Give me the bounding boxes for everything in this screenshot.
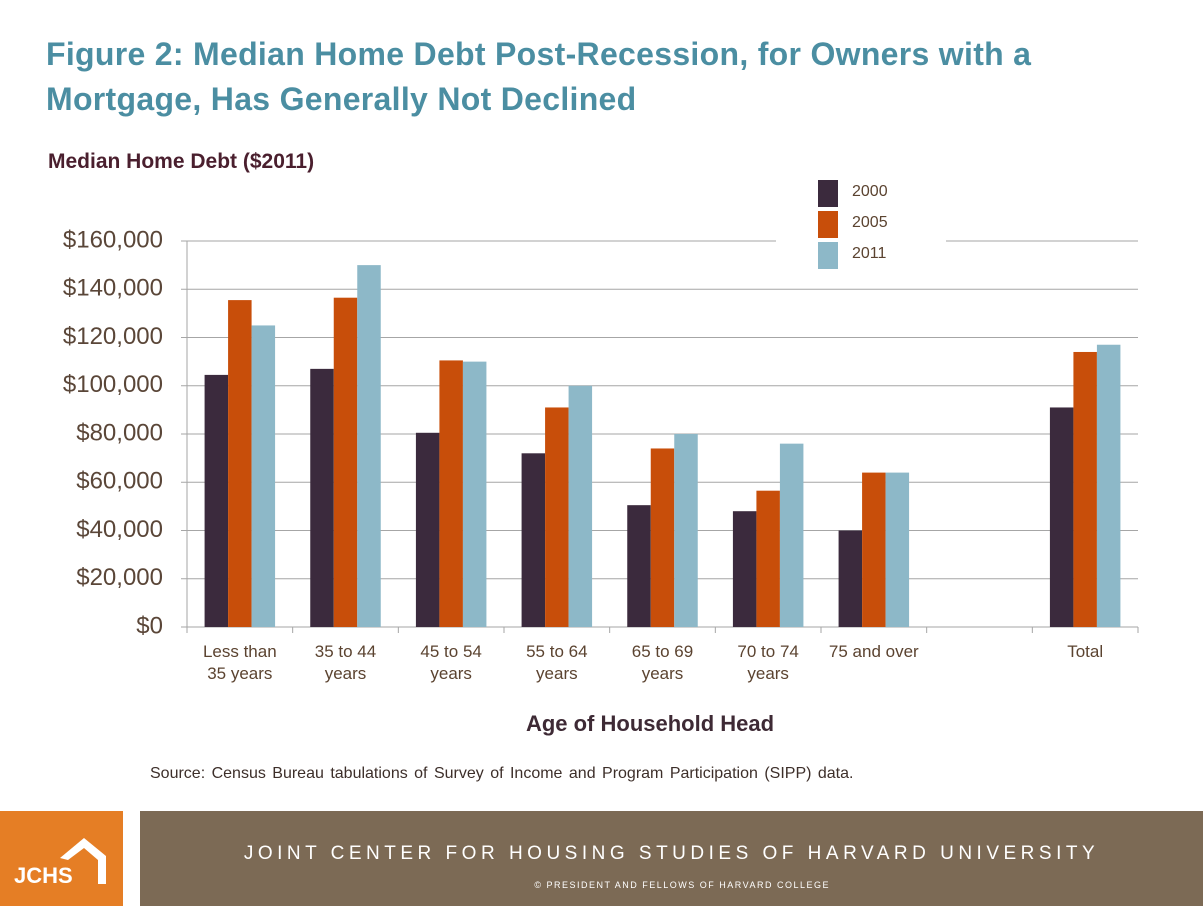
bar xyxy=(228,300,252,627)
x-tick-label: 35 to 44 years xyxy=(314,642,377,683)
y-tick-label: $60,000 xyxy=(76,468,163,495)
y-axis-label: Median Home Debt ($2011) xyxy=(48,150,315,173)
bar xyxy=(568,385,593,627)
footer-organization: JOINT CENTER FOR HOUSING STUDIES OF HARV… xyxy=(243,843,1100,864)
x-tick-label: 75 and over xyxy=(828,642,919,661)
x-axis-label: Age of Household Head xyxy=(525,711,775,736)
logo-house xyxy=(60,838,106,884)
bar xyxy=(838,530,863,627)
bar xyxy=(627,505,651,627)
bar xyxy=(1096,344,1121,627)
legend-label: 2011 xyxy=(852,245,887,262)
bar xyxy=(462,361,487,627)
y-tick-label: $40,000 xyxy=(76,516,163,543)
bar xyxy=(333,297,358,627)
legend-swatch xyxy=(818,180,838,207)
y-tick-label: $80,000 xyxy=(76,419,163,446)
bar xyxy=(204,374,229,627)
x-tick-label: 70 to 74 years xyxy=(737,642,799,683)
x-tick-label: 65 to 69 years xyxy=(631,642,694,683)
bar xyxy=(545,407,569,627)
y-tick-label: $120,000 xyxy=(63,323,163,350)
legend-swatch xyxy=(818,211,838,238)
bar xyxy=(1073,351,1097,627)
legend-label: 2005 xyxy=(852,214,888,231)
legend-background xyxy=(776,170,946,270)
bar xyxy=(521,453,546,627)
x-tick-label: 45 to 54 years xyxy=(420,642,482,683)
y-tick-label: $160,000 xyxy=(63,226,163,253)
bar xyxy=(310,368,334,627)
bar xyxy=(732,511,757,627)
x-tick-label: 55 to 64 years xyxy=(526,642,588,683)
y-tick-label: $20,000 xyxy=(76,564,163,591)
x-tick-label: Less than 35 years xyxy=(202,642,277,683)
chart-title: Figure 2: Median Home Debt Post-Recessio… xyxy=(46,36,1032,117)
bar xyxy=(756,490,780,627)
bar xyxy=(251,325,276,627)
y-tick-label: $100,000 xyxy=(63,371,163,398)
bar xyxy=(650,448,675,627)
bar xyxy=(357,265,381,627)
bar xyxy=(779,443,804,627)
source: Source: Census Bureau tabulations of Sur… xyxy=(150,765,854,782)
bar xyxy=(439,360,463,627)
x-tick-label: Total xyxy=(1067,642,1104,661)
y-tick-label: $0 xyxy=(136,612,163,639)
bar xyxy=(674,434,698,627)
bar xyxy=(1049,407,1074,627)
footer-band xyxy=(140,811,1203,906)
bar xyxy=(885,472,910,627)
logo-text: JCHS xyxy=(14,863,73,888)
footer-copyright: © PRESIDENT AND FELLOWS OF HARVARD COLLE… xyxy=(534,880,830,890)
bar xyxy=(862,472,886,627)
legend-swatch xyxy=(818,242,838,269)
bar xyxy=(415,432,440,627)
y-tick-label: $140,000 xyxy=(63,275,163,302)
legend-label: 2000 xyxy=(852,183,888,200)
